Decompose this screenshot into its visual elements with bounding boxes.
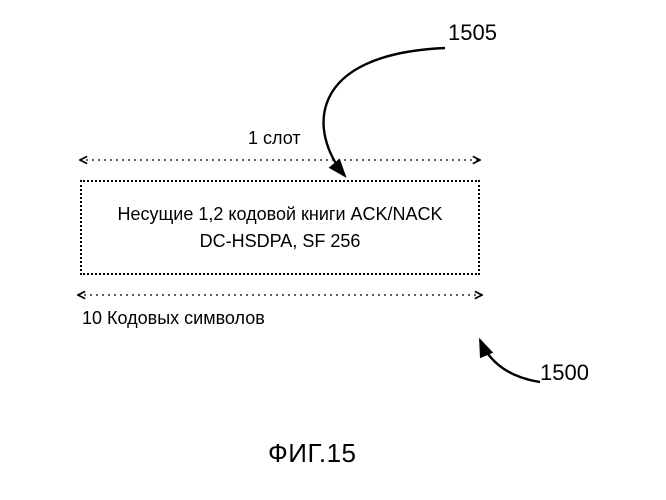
symbols-label: 10 Кодовых символов [82,308,265,329]
box-text-line2: DC-HSDPA, SF 256 [200,228,361,255]
diagram-canvas: 1 слот Несущие 1,2 кодовой книги ACK/NAC… [0,0,666,500]
figure-label: ФИГ.15 [268,438,357,469]
box-text-line1: Несущие 1,2 кодовой книги ACK/NACK [117,201,442,228]
callout-1505-label: 1505 [448,20,497,46]
slot-box: Несущие 1,2 кодовой книги ACK/NACK DC-HS… [80,180,480,275]
callout-1500-label: 1500 [540,360,589,386]
